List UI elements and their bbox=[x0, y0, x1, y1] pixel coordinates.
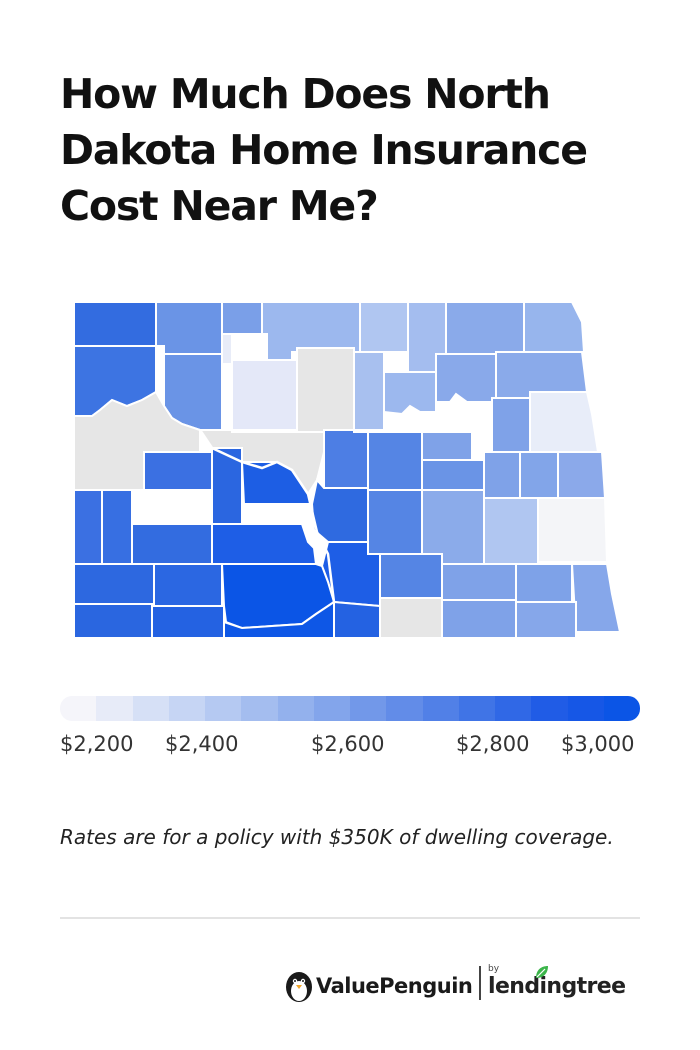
county-pembina bbox=[523, 302, 586, 353]
county-slope bbox=[73, 563, 155, 605]
color-scale-bar bbox=[60, 696, 640, 721]
county-ramsey bbox=[435, 353, 497, 403]
county-morton bbox=[211, 523, 318, 565]
leaf-icon bbox=[536, 966, 548, 978]
missouri-river bbox=[198, 429, 336, 603]
county-barnes bbox=[483, 497, 539, 565]
penguin-icon bbox=[286, 972, 312, 1002]
county-sioux bbox=[223, 600, 335, 639]
county-bowman bbox=[73, 603, 153, 639]
county-mchenry bbox=[296, 347, 355, 433]
county-rolette bbox=[359, 302, 409, 353]
legend-label-2: $2,400 bbox=[165, 732, 239, 756]
county-wells bbox=[367, 431, 423, 491]
page-title: How Much Does North Dakota Home Insuranc… bbox=[60, 70, 588, 230]
county-mcintosh bbox=[333, 600, 381, 639]
coverage-note: Rates are for a policy with $350K of dwe… bbox=[60, 825, 614, 849]
county-lamoure bbox=[441, 563, 517, 601]
county-dickey bbox=[379, 597, 443, 639]
county-pierce bbox=[353, 351, 385, 431]
county-burke bbox=[155, 302, 223, 355]
county-kidder bbox=[367, 489, 423, 555]
county-adams bbox=[151, 605, 225, 639]
county-foster bbox=[421, 459, 485, 491]
county-golden-valley bbox=[73, 489, 103, 565]
county-cass bbox=[537, 497, 609, 563]
county-ward bbox=[231, 359, 298, 431]
county-steele bbox=[519, 451, 559, 499]
county-nelson bbox=[491, 397, 531, 453]
county-billings bbox=[101, 489, 133, 565]
divider bbox=[60, 917, 640, 919]
county-richland-s bbox=[515, 601, 577, 639]
county-stutsman bbox=[421, 489, 485, 565]
county-renville bbox=[221, 302, 263, 335]
legend-label-min: $2,200 bbox=[60, 732, 134, 756]
county-benson bbox=[383, 371, 437, 416]
county-map bbox=[73, 302, 622, 639]
county-griggs bbox=[483, 451, 521, 499]
county-ransom bbox=[515, 563, 573, 603]
county-sargent bbox=[441, 599, 517, 639]
legend-label-4: $2,800 bbox=[456, 732, 530, 756]
county-stark bbox=[131, 523, 213, 565]
county-burleigh bbox=[310, 477, 369, 543]
county-sheridan bbox=[323, 429, 369, 489]
county-dunn bbox=[143, 451, 213, 491]
county-grand-forks bbox=[529, 391, 600, 453]
legend-label-3: $2,600 bbox=[311, 732, 385, 756]
county-divide bbox=[73, 302, 157, 347]
county-richland bbox=[570, 563, 622, 633]
county-logan bbox=[379, 553, 443, 599]
county-eddy bbox=[421, 431, 473, 461]
county-ward-n bbox=[221, 333, 233, 365]
legend-label-max: $3,000 bbox=[561, 732, 635, 756]
lendingtree-logo-text: lendingtree bbox=[488, 974, 626, 999]
brand-by-text: by bbox=[488, 964, 500, 974]
valuepenguin-logo-text: ValuePenguin bbox=[316, 974, 473, 998]
county-traill bbox=[557, 451, 607, 499]
county-hettinger bbox=[153, 563, 223, 607]
brand-separator bbox=[479, 966, 481, 1000]
